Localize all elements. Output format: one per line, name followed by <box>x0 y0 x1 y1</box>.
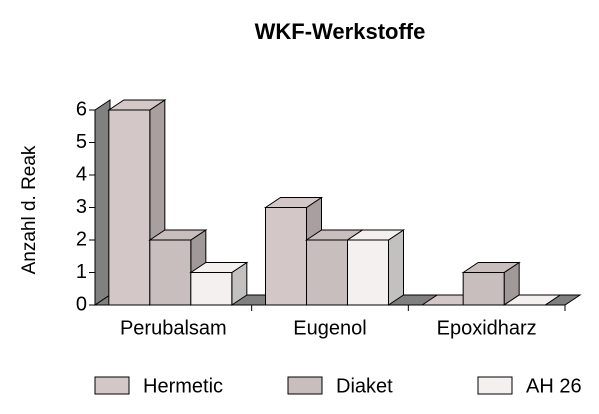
legend-swatch <box>94 376 130 395</box>
legend-swatch <box>287 376 323 395</box>
x-tick-label: Epoxidharz <box>437 317 537 339</box>
y-tick-label: 6 <box>76 98 87 120</box>
legend-label: AH 26 <box>526 375 582 397</box>
bar <box>190 272 233 306</box>
y-axis-label: Anzahl d. Reak <box>19 145 40 274</box>
legend-label: Hermetic <box>143 375 223 397</box>
bar <box>347 239 389 306</box>
bar-side <box>388 229 404 306</box>
y-tick-label: 5 <box>76 131 87 153</box>
side-wall <box>94 99 111 306</box>
legend-label: Diaket <box>336 375 393 397</box>
chart-title: WKF-Werkstoffe <box>255 19 426 44</box>
bar <box>306 239 348 306</box>
bar <box>265 207 307 306</box>
x-tick-label: Perubalsam <box>120 317 227 339</box>
bar <box>108 109 151 306</box>
bar-top <box>502 294 562 306</box>
bar <box>149 239 192 306</box>
y-tick-label: 4 <box>76 163 87 185</box>
y-tick-label: 2 <box>76 228 87 250</box>
x-tick-label: Eugenol <box>293 317 366 339</box>
y-tick-label: 1 <box>76 261 87 283</box>
y-tick-label: 3 <box>76 196 87 218</box>
bar <box>462 272 505 306</box>
y-tick-label: 0 <box>76 293 87 315</box>
legend-swatch <box>477 376 513 395</box>
